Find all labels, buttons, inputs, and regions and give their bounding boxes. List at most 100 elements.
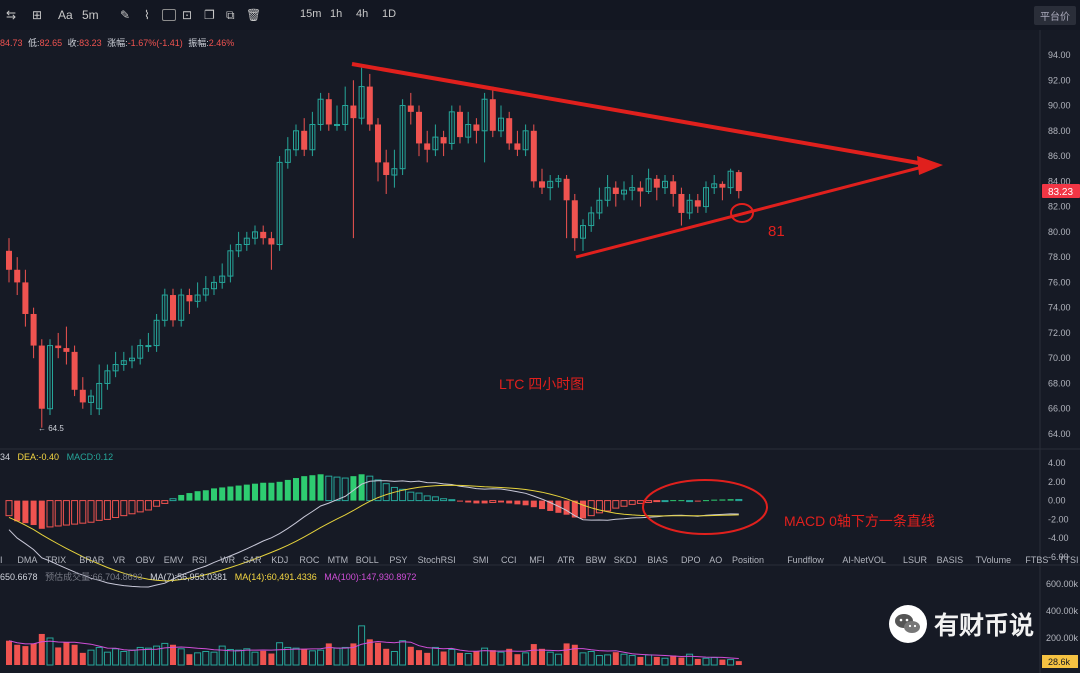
indicator-tab[interactable]: VR [113,555,126,565]
interval-5-button[interactable]: 1D [382,8,397,20]
candle-body [120,360,127,366]
candle-body [161,294,168,321]
indicator-tab[interactable]: DPO [681,555,701,565]
indicator-tab[interactable]: BRAR [79,555,105,565]
price-tick-label: 90.00 [1048,101,1071,111]
indicator-tab[interactable]: SKDJ [614,555,637,565]
indicator-tab[interactable]: WR [220,555,235,565]
indicator-tab[interactable]: TTSI [1059,555,1079,565]
interval-4-button[interactable]: 4h [356,8,369,20]
candle-body [112,364,119,372]
brush-icon[interactable]: ⌇ [144,8,150,22]
grid-layout-icon[interactable]: ⊞ [32,8,43,22]
macd-bar [30,500,37,526]
macd-bar [46,500,54,528]
macd-bar [325,475,333,502]
indicator-tab[interactable]: PSY [389,555,407,565]
indicator-tab[interactable]: EMV [164,555,184,565]
indicator-tab[interactable]: MFI [529,555,545,565]
candle-body [342,105,349,125]
indicator-tab[interactable]: Position [732,555,764,565]
macd-bar [128,500,136,515]
macd-bar [661,500,669,503]
indicator-tab[interactable]: BBW [586,555,607,565]
indicator-tab[interactable]: I [0,555,3,565]
interval-3-button[interactable]: 1h [330,8,343,20]
candle-body [325,99,332,125]
indicator-tab[interactable]: AI-NetVOL [842,555,886,565]
volume-bar [366,639,373,665]
indicator-tab[interactable]: LSUR [903,555,928,565]
macd-bar [178,494,185,501]
indicator-tab[interactable]: TVolume [976,555,1012,565]
macd-legend: 34 DEA:-0.40 MACD:0.12 [0,452,113,462]
chart-toolbar: ⇆ ⊞ Aa 5m ✎ ⌇ ⊡ ❐ ⧉ 🗑 15m 1h 4h 1D 平台价 [0,0,1080,30]
indicator-tab[interactable]: StochRSI [418,555,456,565]
macd-bar [112,500,120,519]
indicator-tab[interactable]: KDJ [271,555,288,565]
indicator-tab[interactable]: Fundflow [787,555,824,565]
interval-2-button[interactable]: 15m [300,8,322,20]
chart-canvas[interactable]: 84.73 低:82.65 收:83.23 涨幅:-1.67%(-1.41) 振… [0,30,1080,673]
indicator-tab[interactable]: BASIS [937,555,964,565]
volume-bar [522,652,530,666]
pencil-icon[interactable]: ✎ [120,8,131,22]
volume-bar [571,644,578,665]
volume-bar [170,644,176,665]
indicator-tabs[interactable]: I DMA TRIX BRAR VR OBV EMV RSI WR SAR KDJ ROC MTM BOL… [0,555,1080,565]
macd-bar [448,499,456,502]
indicator-tab[interactable]: SMI [473,555,489,565]
candle-body [129,357,135,362]
lock-icon[interactable]: ⊡ [182,8,193,22]
volume-bar [128,649,136,666]
volume-bar [686,653,694,666]
indicator-icon[interactable]: ⇆ [6,8,17,22]
candle-body [481,98,488,132]
indicator-tab[interactable]: BOLL [356,555,379,565]
indicator-tab[interactable]: AO [709,555,722,565]
indicator-tab[interactable]: TRIX [46,555,67,565]
price-tick-label: 82.00 [1048,202,1071,212]
volume-bar [645,654,653,666]
indicator-tab[interactable]: SAR [243,555,262,565]
volume-bar [22,646,29,665]
indicator-tab[interactable]: BIAS [647,555,668,565]
macd-bar [580,500,586,519]
candle-body [645,178,652,192]
macd-bar [301,476,308,501]
candle-body [309,123,316,151]
indicator-tab[interactable]: RSI [192,555,207,565]
indicator-tab[interactable]: CCI [501,555,517,565]
macd-bar [243,484,250,501]
interval-1-button[interactable]: 5m [82,8,99,22]
macd-bar [711,499,718,501]
macd-bar [350,476,357,501]
candle-body [202,288,209,296]
candle-body [243,237,250,246]
copy-icon[interactable]: ❐ [204,8,215,22]
indicator-tab[interactable]: ROC [299,555,320,565]
candle-body [252,231,258,239]
text-size-icon[interactable]: Aa [58,8,73,22]
candle-body [14,269,21,283]
layers-icon[interactable]: ⧉ [226,8,235,22]
volume-bar [292,647,300,666]
indicator-tab[interactable]: ATR [557,555,575,565]
price-type-button[interactable]: 平台价 [1034,6,1076,25]
candle-icon[interactable] [162,9,176,21]
macd-bar [54,500,62,527]
volume-bar [30,643,37,665]
volume-bar [341,646,349,666]
volume-bar [416,650,422,665]
indicator-tab[interactable]: FTBS [1025,555,1048,565]
candle-body [522,130,529,151]
volume-bar [431,646,439,666]
indicator-tab[interactable]: MTM [328,555,349,565]
trash-icon[interactable]: 🗑 [246,8,262,22]
candle-body [104,370,111,384]
indicator-tab[interactable]: OBV [136,555,155,565]
volume-bar [390,651,398,666]
indicator-tab[interactable]: DMA [17,555,37,565]
volume-bar [144,647,152,666]
macd-bar [202,490,209,501]
